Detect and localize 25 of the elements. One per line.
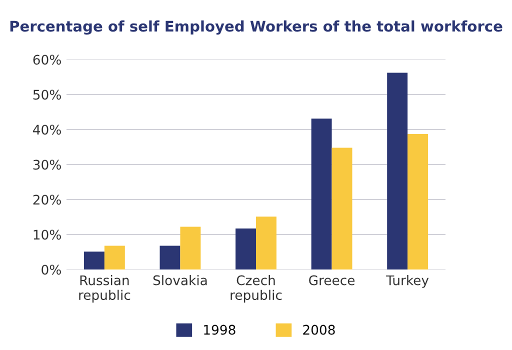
bar	[408, 134, 428, 270]
y-tick-label: 0%	[42, 264, 61, 275]
y-tick-label: 10%	[34, 230, 61, 240]
legend-label: 1998	[204, 324, 236, 335]
bar	[332, 148, 352, 270]
bar	[180, 226, 201, 270]
y-tick-label: 50%	[33, 90, 61, 100]
legend-label: 2008	[303, 324, 335, 335]
bar	[160, 246, 180, 270]
y-tick-label: 30%	[33, 160, 61, 170]
x-tick-label: Czech republic	[230, 275, 282, 303]
bar	[256, 216, 276, 270]
bar	[311, 118, 332, 270]
bar	[387, 72, 408, 270]
x-tick-label: Russian republic	[79, 275, 130, 303]
x-tick-label: Greece	[309, 275, 355, 286]
x-tick-label: Turkey	[386, 275, 429, 288]
y-tick-label: 40%	[33, 124, 61, 135]
bar	[236, 228, 256, 270]
bar	[84, 252, 104, 270]
y-tick-label: 20%	[33, 194, 61, 205]
x-tick-label: Slovakia	[153, 275, 207, 286]
chart-title: Percentage of self Employed Workers of the total workforce	[10, 20, 502, 35]
bar	[104, 246, 125, 270]
y-tick-label: 60%	[33, 54, 61, 65]
